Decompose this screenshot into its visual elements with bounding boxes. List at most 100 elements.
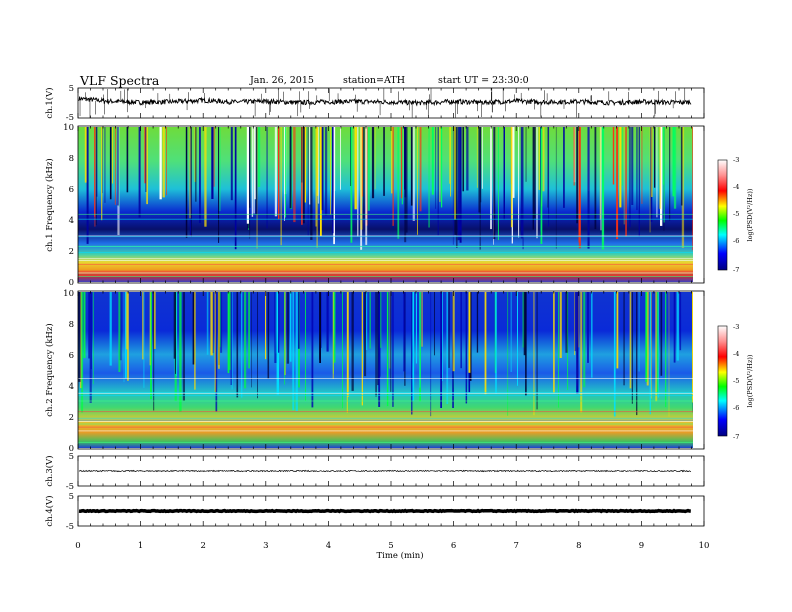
spectrogram-burst — [127, 292, 129, 381]
spectrogram-burst — [369, 292, 371, 349]
xtick-10: 10 — [699, 541, 710, 551]
spectrogram-burst — [248, 292, 250, 369]
spectrogram-burst — [390, 292, 392, 392]
ch2-colorbar-tick-m4: -4 — [733, 350, 739, 358]
spectrogram-burst — [319, 292, 321, 360]
spectrogram-burst — [114, 127, 116, 205]
ch2-ytick-0: 0 — [69, 444, 74, 454]
spectrogram-burst — [574, 292, 577, 352]
ch1-ytick-top: 5 — [69, 84, 74, 94]
spectrogram-band — [78, 263, 693, 265]
spectrogram-burst — [206, 292, 209, 355]
ch2-spectrogram-blank — [693, 292, 704, 448]
ch2-ytick-10: 10 — [63, 289, 74, 299]
spectrogram-burst — [109, 292, 112, 366]
spectrogram-burst — [215, 292, 218, 412]
x-axis-label: Time (min) — [376, 550, 423, 561]
spectrogram-band — [78, 252, 693, 253]
spectrogram-burst — [421, 292, 423, 347]
spectrogram-burst — [189, 127, 192, 236]
spectrogram-burst — [536, 292, 538, 410]
spectrogram-band — [78, 411, 693, 413]
spectrogram-burst — [621, 127, 623, 186]
spectrogram-burst — [392, 127, 394, 226]
spectrogram-burst — [645, 292, 648, 382]
spectrogram-burst — [320, 127, 322, 236]
ch1-waveform-spikes — [79, 88, 686, 118]
spectrogram-burst — [316, 127, 319, 196]
ch4-ytick-top: 5 — [69, 492, 74, 502]
ch1-waveform-trace — [78, 96, 692, 107]
spectrogram-burst — [638, 292, 640, 372]
spectrogram-burst — [533, 292, 535, 416]
spectrogram-band — [78, 423, 693, 425]
spectrogram-burst — [257, 292, 258, 399]
ch1-colorbar: -3 -4 -5 -6 -7 log(PSD(V²/Hz)) — [717, 156, 754, 274]
spectrogram-burst — [347, 292, 349, 397]
spectrogram-burst — [305, 292, 306, 401]
spectrogram-burst — [419, 292, 421, 388]
ch1-colorbar-tick-m7: -7 — [733, 266, 739, 274]
spectrogram-burst — [449, 127, 451, 184]
spectrogram-burst — [563, 127, 565, 208]
spectrogram-burst — [83, 292, 86, 359]
spectrogram-burst — [448, 292, 450, 368]
ch1-colorbar-tick-m5: -5 — [733, 210, 739, 218]
spectrogram-burst — [89, 292, 92, 403]
spectrogram-burst — [679, 292, 682, 351]
ch2-ytick-6: 6 — [69, 351, 74, 361]
xtick-4: 4 — [326, 541, 331, 551]
spectrogram-burst — [435, 127, 437, 209]
ch4-waveform-ylabel: ch.4(V) — [44, 495, 55, 526]
x-axis: 0 1 2 3 4 5 6 7 8 9 10 Time (min) — [75, 541, 709, 561]
spectrogram-burst — [96, 127, 98, 197]
spectrogram-burst — [102, 127, 103, 194]
ch2-ytick-8: 8 — [69, 320, 74, 330]
spectrogram-burst — [503, 127, 505, 220]
spectrogram-burst — [175, 292, 176, 374]
spectrogram-burst — [522, 292, 525, 348]
spectrogram-burst — [497, 127, 499, 241]
spectrogram-burst — [481, 127, 483, 189]
spectrogram-burst — [518, 127, 520, 238]
ch2-colorbar-tick-m3: -3 — [733, 323, 739, 331]
spectrogram-burst — [173, 292, 176, 359]
spectrogram-band — [78, 395, 693, 396]
spectrogram-burst — [669, 127, 671, 221]
spectrogram-burst — [446, 292, 449, 404]
spectrogram-burst — [655, 292, 658, 402]
spectrogram-burst — [410, 127, 413, 206]
spectrogram-burst — [267, 292, 270, 379]
xtick-9: 9 — [639, 541, 644, 551]
spectrogram-burst — [625, 127, 627, 237]
ch1-ytick-8: 8 — [69, 154, 74, 164]
spectrogram-burst — [326, 292, 329, 352]
spectrogram-burst — [660, 127, 663, 226]
spectrogram-band — [78, 419, 693, 421]
ch3-ytick-top: 5 — [69, 452, 74, 462]
spectrogram-burst — [460, 292, 462, 369]
spectrogram-burst — [383, 127, 385, 196]
spectrogram-burst — [520, 127, 523, 239]
spectrogram-burst — [616, 127, 619, 239]
spectrogram-burst — [456, 127, 458, 248]
spectrogram-burst — [450, 127, 451, 197]
spectrogram-burst — [342, 292, 343, 409]
spectrogram-burst — [153, 292, 155, 411]
spectrogram-band — [78, 430, 693, 432]
spectrogram-band — [78, 245, 693, 247]
xtick-8: 8 — [576, 541, 581, 551]
spectrogram-burst — [439, 127, 441, 202]
spectrogram-burst — [251, 127, 254, 217]
spectrogram-burst — [218, 292, 220, 369]
spectrogram-burst — [118, 292, 121, 372]
spectrogram-burst — [366, 292, 368, 351]
spectrogram-burst — [266, 127, 268, 229]
spectrogram-burst — [307, 127, 309, 236]
spectrogram-band — [78, 426, 693, 428]
spectrogram-burst — [123, 292, 125, 383]
spectrogram-burst — [619, 127, 622, 208]
spectrogram-burst — [192, 292, 195, 365]
chart-title: VLF Spectra — [79, 73, 160, 88]
ch1-waveform-ylabel: ch.1(V) — [44, 87, 55, 118]
